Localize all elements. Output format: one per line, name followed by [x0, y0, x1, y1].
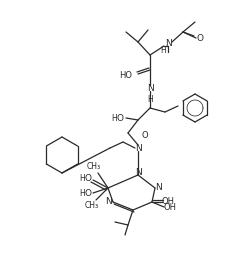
Text: H: H — [147, 95, 153, 104]
Text: O: O — [142, 130, 148, 139]
Text: H: H — [160, 46, 166, 55]
Text: HO: HO — [119, 71, 132, 80]
Text: N: N — [156, 183, 162, 192]
Text: H: H — [79, 174, 85, 183]
Text: H: H — [111, 113, 117, 123]
Text: O: O — [196, 34, 204, 43]
Text: OH: OH — [164, 202, 176, 211]
Text: CH₃: CH₃ — [87, 162, 101, 171]
Text: OH: OH — [161, 197, 175, 206]
Text: N: N — [147, 83, 153, 92]
Text: O: O — [85, 188, 91, 197]
Text: N: N — [165, 39, 171, 48]
Text: N: N — [106, 197, 112, 207]
Text: N: N — [135, 144, 141, 153]
Text: O: O — [85, 174, 91, 183]
Text: H: H — [79, 188, 85, 197]
Text: CH₃: CH₃ — [85, 202, 99, 211]
Text: N: N — [135, 167, 141, 176]
Text: O: O — [117, 113, 124, 123]
